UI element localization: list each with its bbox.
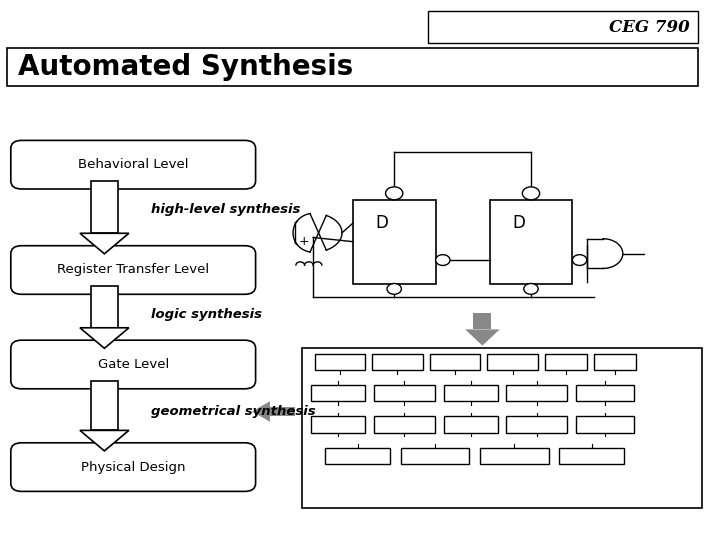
Text: D: D — [512, 214, 525, 232]
Text: high-level synthesis: high-level synthesis — [151, 203, 300, 216]
Circle shape — [523, 284, 539, 294]
Bar — [576, 385, 634, 401]
Bar — [594, 354, 636, 370]
Bar — [444, 385, 498, 401]
Text: Behavioral Level: Behavioral Level — [78, 158, 189, 171]
Polygon shape — [91, 181, 118, 233]
Text: Gate Level: Gate Level — [98, 358, 168, 371]
Polygon shape — [91, 286, 118, 328]
Circle shape — [436, 255, 450, 266]
Text: geometrical synthesis: geometrical synthesis — [151, 405, 316, 418]
Bar — [353, 200, 436, 284]
Bar — [480, 448, 549, 464]
Bar — [430, 354, 480, 370]
Bar — [576, 416, 634, 433]
FancyBboxPatch shape — [11, 340, 256, 389]
Bar — [372, 354, 423, 370]
Bar — [7, 48, 698, 86]
Text: Register Transfer Level: Register Transfer Level — [57, 264, 210, 276]
Bar — [487, 354, 538, 370]
Bar — [506, 416, 567, 433]
FancyBboxPatch shape — [11, 140, 256, 189]
FancyBboxPatch shape — [11, 246, 256, 294]
Bar — [401, 448, 469, 464]
Text: logic synthesis: logic synthesis — [151, 308, 262, 321]
Bar — [444, 416, 498, 433]
Polygon shape — [80, 328, 129, 348]
Polygon shape — [270, 407, 295, 416]
Bar — [311, 385, 365, 401]
Bar — [315, 354, 365, 370]
Polygon shape — [474, 313, 491, 329]
Text: CEG 790: CEG 790 — [609, 18, 690, 36]
FancyBboxPatch shape — [11, 443, 256, 491]
Circle shape — [572, 255, 587, 266]
Polygon shape — [80, 430, 129, 451]
Circle shape — [386, 187, 403, 200]
Bar — [374, 385, 435, 401]
Circle shape — [523, 187, 540, 200]
Bar — [374, 416, 435, 433]
Circle shape — [387, 284, 402, 294]
Text: D: D — [375, 214, 388, 232]
Bar — [302, 348, 702, 508]
Bar — [545, 354, 587, 370]
Polygon shape — [80, 233, 129, 254]
Text: +: + — [299, 235, 309, 248]
Polygon shape — [465, 329, 500, 346]
Bar — [506, 385, 567, 401]
Bar — [325, 448, 390, 464]
Bar — [490, 200, 572, 284]
Bar — [428, 11, 698, 43]
Bar — [311, 416, 365, 433]
Text: Physical Design: Physical Design — [81, 461, 186, 474]
Polygon shape — [252, 401, 270, 422]
Text: Automated Synthesis: Automated Synthesis — [18, 53, 354, 81]
Polygon shape — [91, 381, 118, 430]
Bar — [559, 448, 624, 464]
